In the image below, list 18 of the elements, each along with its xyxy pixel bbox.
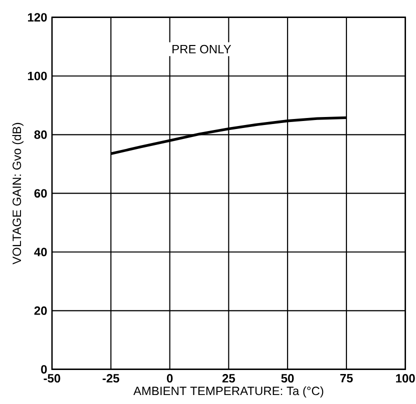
y-tick-label: 0: [41, 365, 47, 374]
y-tick-label: 120: [28, 13, 47, 22]
x-tick-label: -25: [102, 374, 120, 383]
y-tick-label: 80: [34, 130, 47, 139]
y-tick-label: 100: [28, 72, 47, 80]
annotation: PRE ONLY: [172, 44, 232, 54]
y-tick-label: 20: [34, 306, 47, 315]
y-tick-label: 60: [34, 189, 47, 198]
x-tick-label: 100: [396, 374, 415, 383]
x-tick-label: 25: [222, 374, 236, 383]
x-tick-label: -50: [44, 374, 60, 383]
line-series: [110, 116, 348, 156]
x-tick-label: 50: [281, 374, 294, 383]
x-tick-label: 0: [166, 374, 173, 383]
y-axis-title: VOLTAGE GAIN: Gvo (dB): [12, 122, 24, 264]
y-tick-label: 40: [34, 248, 47, 256]
x-tick-label: 75: [340, 374, 353, 382]
x-axis-title: AMBIENT TEMPERATURE: Ta (°C): [133, 386, 324, 398]
